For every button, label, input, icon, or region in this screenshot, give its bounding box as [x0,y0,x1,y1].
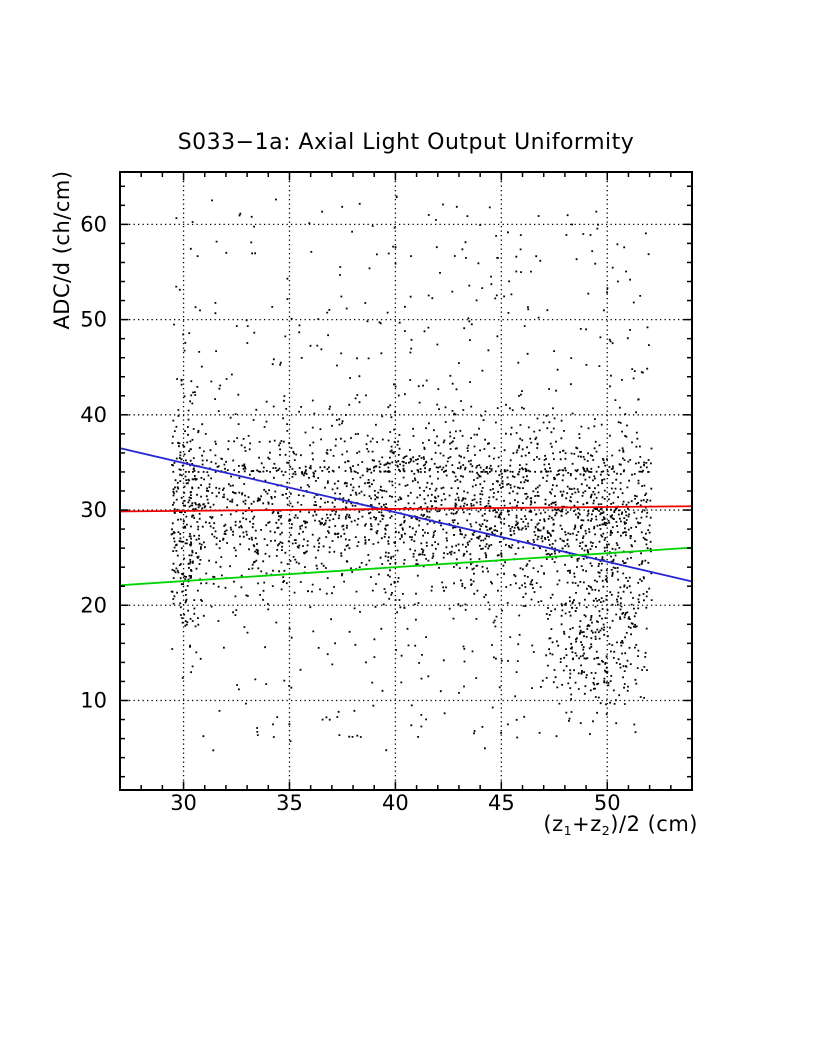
x-tick-label: 50 [594,791,621,815]
x-tick-label: 30 [170,791,197,815]
y-tick-label: 10 [80,688,107,712]
y-tick-label: 30 [80,498,107,522]
x-label-sub-1: 1 [563,822,573,838]
scatter-dots [170,195,653,752]
axes-frame [119,171,693,791]
fit-lines [119,447,693,587]
scatter-points [170,195,653,752]
y-tick-label: 50 [80,308,107,332]
gridlines [120,172,692,790]
x-tick-label: 45 [488,791,515,815]
chart-title: S033−1a: Axial Light Output Uniformity [177,130,635,155]
fit-line-blue [119,447,693,583]
fit-line-green [119,546,693,587]
x-label-part: )/2 (cm) [610,812,698,836]
x-label-sub-2: 2 [601,822,611,838]
y-tick-label: 40 [80,403,107,427]
x-tick-label: 40 [382,791,409,815]
y-tick-label: 20 [80,593,107,617]
x-tick-label: 35 [276,791,303,815]
x-label-part: +z [572,812,602,836]
y-tick-label: 60 [80,212,107,236]
x-axis-label: (z1+z2)/2 (cm) [543,812,698,838]
x-label-part: (z [543,812,564,836]
fit-line-red [119,505,693,513]
tick-labels: 30 35 40 45 50 10 20 30 40 50 60 [80,212,620,815]
plot-frame [119,171,693,791]
